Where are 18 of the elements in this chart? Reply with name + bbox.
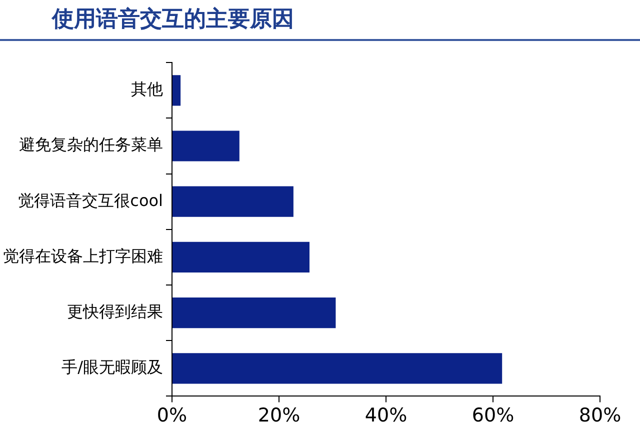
x-tick-label: 40%: [364, 404, 408, 427]
y-tick-label: 手/眼无暇顾及: [62, 358, 163, 377]
bar: [172, 75, 181, 106]
bar: [172, 298, 336, 328]
y-tick-label: 觉得在设备上打字困难: [3, 246, 163, 266]
x-tick-label: 20%: [258, 404, 300, 427]
y-tick-label: 避免复杂的任务菜单: [19, 135, 163, 154]
chart-title: 使用语音交互的主要原因: [52, 5, 294, 34]
x-tick-label: 0%: [156, 404, 188, 427]
y-tick-label: 更快得到结果: [67, 302, 163, 321]
bar: [172, 186, 294, 217]
bar: [172, 242, 310, 272]
bar: [172, 130, 240, 162]
x-tick-label: 80%: [578, 404, 622, 427]
y-tick-label: 其他: [131, 80, 163, 99]
x-tick-label: 60%: [472, 404, 514, 427]
bar: [172, 353, 502, 384]
y-tick-label: 觉得语音交互很cool: [18, 190, 163, 210]
